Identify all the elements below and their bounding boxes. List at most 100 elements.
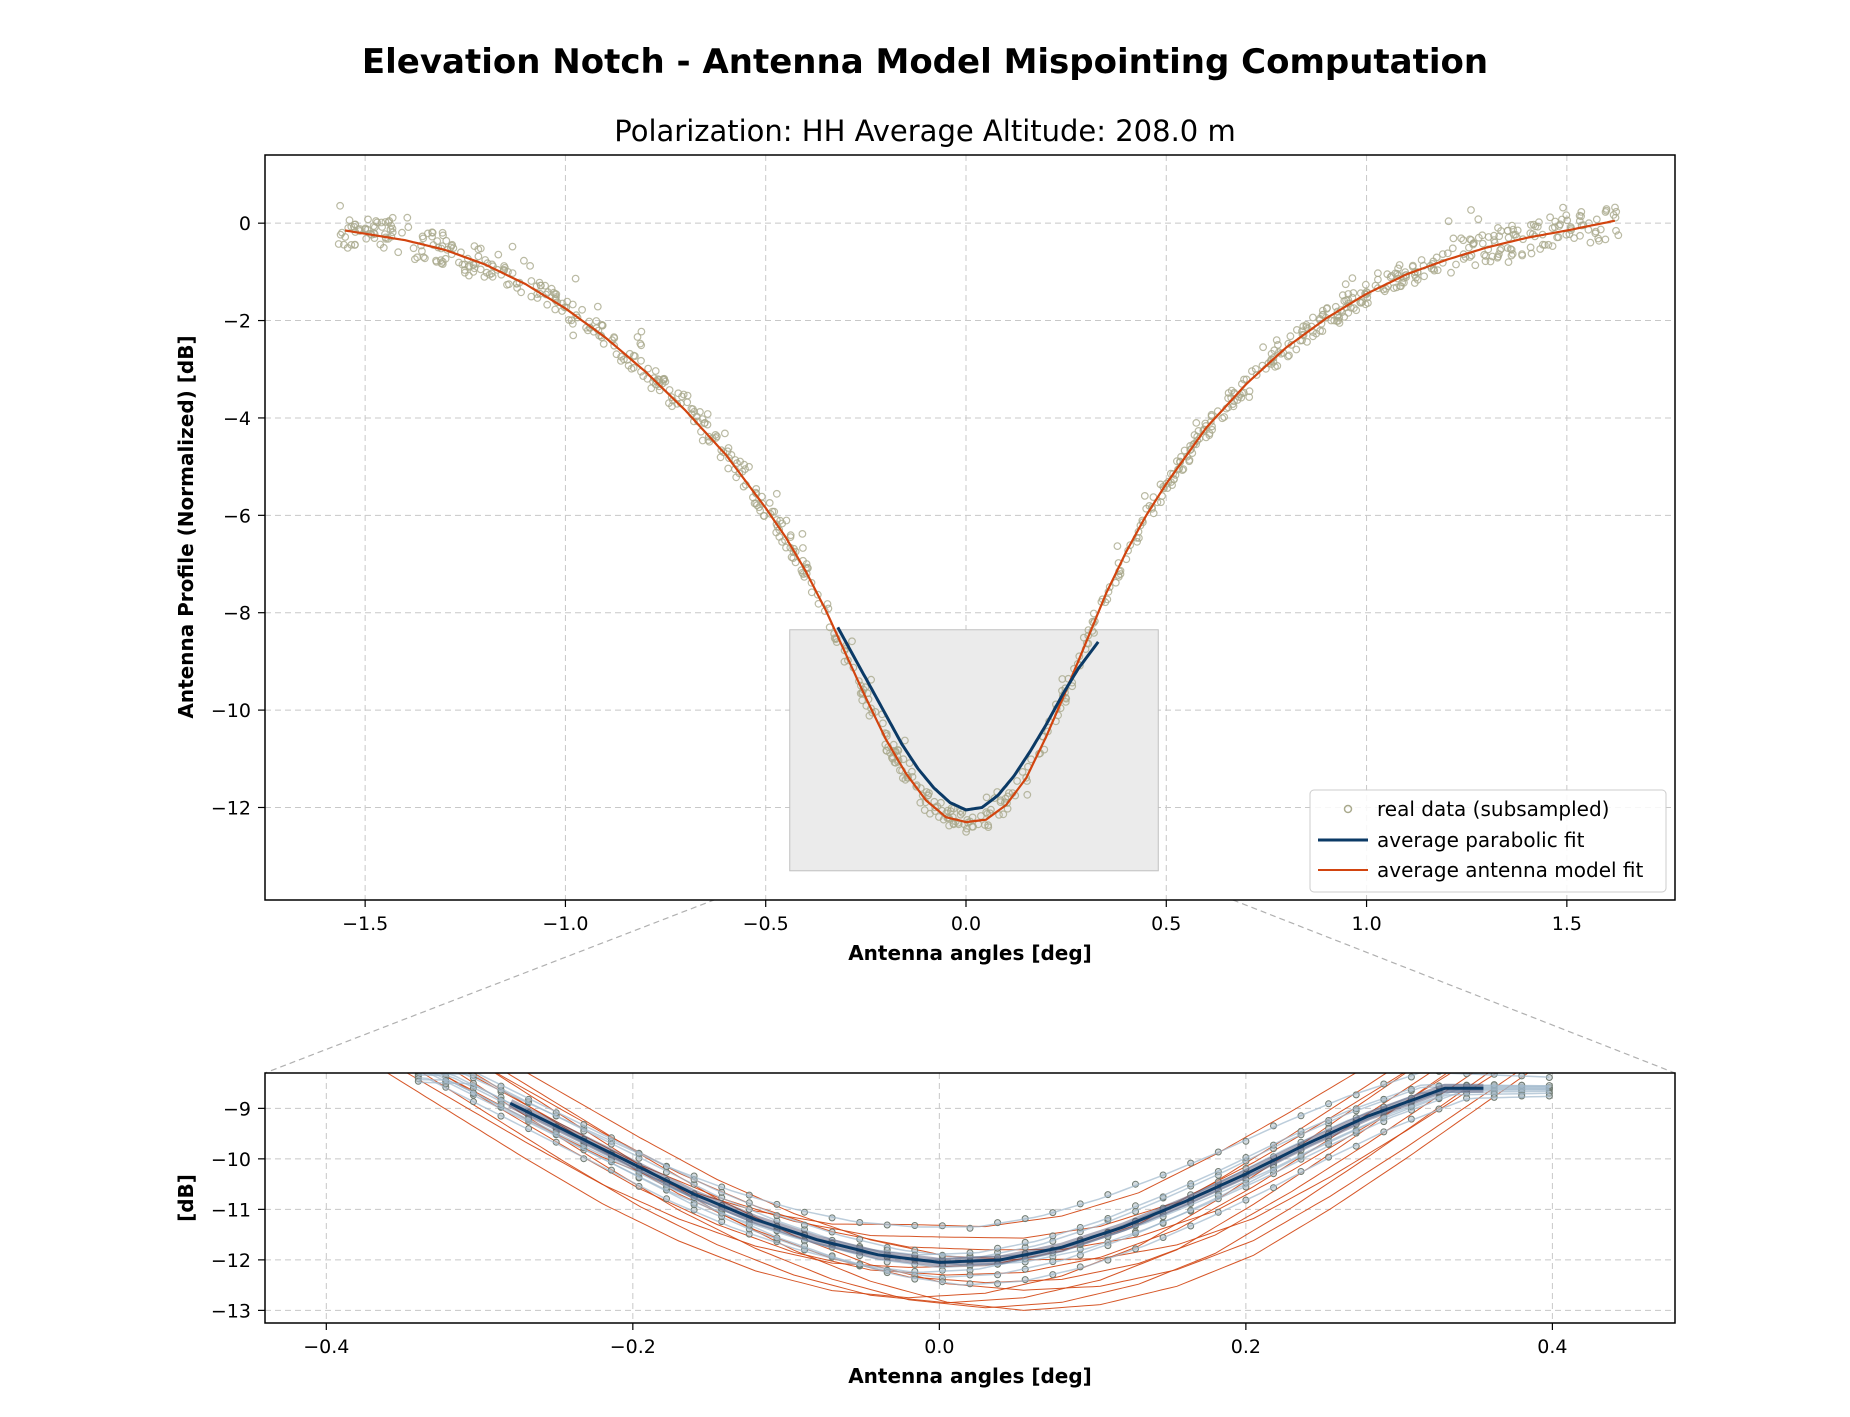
main-scatter-point <box>799 544 807 552</box>
zoom-parabolic-line <box>431 1073 1550 1256</box>
main-scatter-point <box>336 230 345 239</box>
main-scatter-point <box>962 828 970 836</box>
main-scatter-point <box>1058 675 1067 683</box>
main-scatter-point <box>448 240 457 249</box>
main-scatter-point <box>865 711 874 720</box>
main-scatter-point <box>508 242 517 251</box>
main-y-tick-label: −4 <box>223 408 251 430</box>
main-scatter-point <box>711 431 720 439</box>
main-scatter-point <box>1348 274 1357 283</box>
zoom-parabolic-line <box>418 1078 1550 1279</box>
main-scatter-point <box>807 578 816 587</box>
main-scatter-point <box>636 339 645 348</box>
main-x-tick-label: 1.0 <box>1351 913 1381 935</box>
main-scatter-point <box>1559 203 1567 212</box>
main-scatter-point <box>568 300 577 309</box>
main-scatter-point <box>413 253 422 262</box>
main-scatter-point <box>1240 375 1248 384</box>
main-scatter-point <box>1327 316 1335 325</box>
main-scatter-point <box>513 284 521 292</box>
main-scatter-point <box>369 222 378 231</box>
zoom-average-parabolic-line <box>509 1086 1484 1264</box>
main-scatter-point <box>1481 257 1490 266</box>
main-scatter-point <box>787 553 796 562</box>
main-scatter-point <box>1338 291 1347 300</box>
main-scatter-point <box>1247 367 1256 376</box>
main-scatter-point <box>823 600 832 608</box>
zoom-connector-lines <box>264 870 1676 1074</box>
main-scatter-point <box>1490 231 1498 240</box>
main-scatter-point <box>1554 233 1563 242</box>
zoom-scatter-point <box>443 1063 449 1069</box>
legend-frame <box>1309 789 1667 893</box>
main-scatter-point <box>943 806 952 815</box>
zoom-x-tick-label: −0.2 <box>610 1336 656 1358</box>
main-scatter-point <box>1481 252 1490 260</box>
main-scatter-point <box>879 719 887 728</box>
main-scatter-point <box>1529 220 1538 229</box>
main-scatter-point <box>700 419 709 428</box>
main-scatter-point <box>520 256 528 265</box>
zoom-plot-frame <box>264 1072 1676 1324</box>
main-scatter-point <box>1486 257 1495 266</box>
main-scatter-point <box>1286 332 1295 341</box>
main-scatter-point <box>1138 518 1147 527</box>
main-scatter-point <box>620 355 628 364</box>
main-scatter-point <box>1023 790 1032 799</box>
main-scatter-point <box>798 530 807 538</box>
main-scatter-point <box>1420 272 1428 281</box>
zoom-model-fit-line <box>421 1073 1448 1304</box>
main-y-tick-label: −8 <box>223 603 251 625</box>
main-scatter-point <box>1592 215 1601 224</box>
main-scatter-point <box>1562 211 1571 220</box>
main-scatter-point <box>690 407 699 416</box>
main-scatter-point <box>1169 470 1177 478</box>
main-scatter-point <box>1156 498 1165 507</box>
main-scatter-point <box>1392 283 1401 292</box>
main-scatter-point <box>659 375 668 383</box>
main-scatter-point <box>543 300 552 309</box>
main-x-tick-label: 1.5 <box>1552 913 1582 935</box>
main-scatter-point <box>901 775 910 784</box>
main-plot: −1.5 −1.0 −0.5 0.0 0.5 1.0 1.5 0 −2 −4 −6 −8 −10 −12… <box>174 154 1676 965</box>
main-scatter-point <box>673 399 681 408</box>
main-scatter-point <box>1394 264 1402 273</box>
main-scatter-point <box>1495 232 1504 241</box>
zoom-plot: −0.4 −0.2 0.0 0.2 0.4 −9 −10 −11 −12 −13 Antenna… <box>174 1063 1676 1388</box>
main-scatter-point <box>340 240 348 249</box>
main-scatter-point <box>999 810 1008 819</box>
main-scatter-point <box>1373 275 1382 284</box>
main-scatter-point <box>394 248 403 257</box>
main-scatter-point <box>1557 215 1566 224</box>
zoom-region-box <box>789 629 1159 872</box>
zoom-x-tick-label: 0.2 <box>1231 1336 1261 1358</box>
main-scatter-point <box>908 767 916 776</box>
main-scatter-point <box>1413 275 1422 284</box>
main-scatter-point <box>1594 234 1603 243</box>
main-y-tick-label: −6 <box>223 505 251 527</box>
main-scatter-point <box>1612 226 1620 235</box>
main-scatter-point <box>1349 289 1358 297</box>
main-scatter-point <box>568 319 577 328</box>
main-scatter-point <box>807 588 816 597</box>
zoom-y-axis-label: [dB] <box>174 1174 198 1222</box>
zoom-model-fit-line <box>493 1073 1529 1311</box>
main-scatter-point <box>984 821 992 830</box>
zoom-scatter-point <box>415 1065 421 1071</box>
main-scatter-point <box>741 465 749 474</box>
main-scatter-point <box>637 327 646 336</box>
main-scatter-point <box>1449 234 1458 243</box>
main-scatter-point <box>719 448 728 457</box>
main-scatter-point <box>460 266 469 274</box>
main-scatter-point <box>1133 537 1141 546</box>
main-scatter-point <box>336 201 345 210</box>
main-scatter-point <box>460 260 469 269</box>
main-scatter-point <box>1344 295 1353 304</box>
main-scatter-point <box>633 333 642 341</box>
zoom-x-tick-label: 0.4 <box>1537 1336 1567 1358</box>
main-scatter-point <box>925 789 933 797</box>
main-scatter-point <box>1335 319 1344 327</box>
main-scatter-point <box>802 569 811 578</box>
main-scatter-point <box>347 240 356 249</box>
main-scatter-point <box>1380 287 1389 296</box>
